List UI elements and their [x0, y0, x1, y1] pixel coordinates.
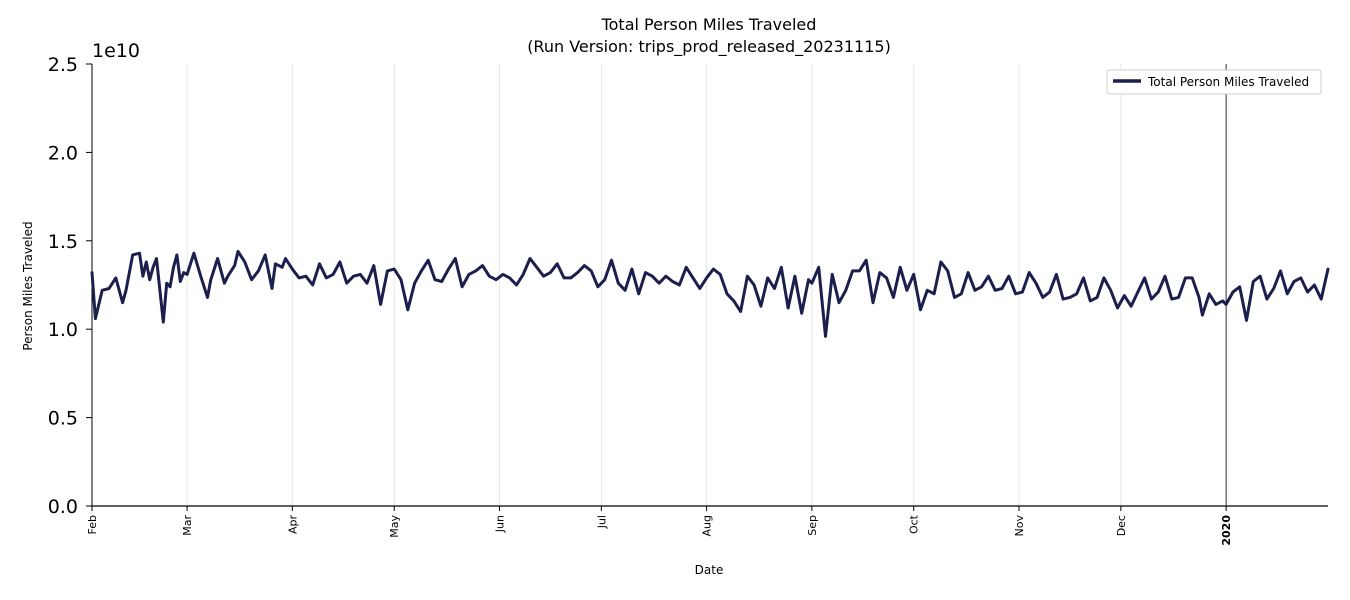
x-tick-label: Oct [908, 514, 921, 534]
grid [91, 64, 1227, 506]
legend-label: Total Person Miles Traveled [1147, 75, 1309, 89]
y-tick-label: 1.0 [48, 319, 78, 341]
x-tick-label: May [388, 515, 401, 538]
series-line [90, 249, 1330, 338]
x-tick-label: Nov [1013, 515, 1026, 537]
y-axis-ticks: 0.0 0.5 1.0 1.5 2.0 2.5 [48, 54, 92, 518]
x-tick-label: 2020 [1220, 515, 1233, 546]
x-tick-label: Dec [1115, 515, 1128, 536]
x-tick-label: Mar [181, 515, 194, 536]
x-tick-label: Aug [701, 515, 714, 536]
y-axis-offset-label: 1e10 [92, 40, 140, 62]
x-tick-label: Apr [286, 515, 299, 535]
legend: Total Person Miles Traveled [1106, 69, 1322, 95]
x-axis-label: Date [695, 563, 724, 577]
x-tick-label: Jun [493, 515, 506, 533]
x-axis-ticks: Feb Mar Apr May Jun Jul Aug Sep Oct Nov Dec 2020 [86, 506, 1233, 546]
y-tick-label: 2.0 [48, 142, 78, 164]
chart-title: Total Person Miles Traveled [601, 15, 817, 34]
x-tick-label: Sep [806, 515, 819, 536]
chart-subtitle: (Run Version: trips_prod_released_202311… [527, 37, 891, 57]
y-axis-label: Person Miles Traveled [21, 221, 35, 350]
legend-box [1106, 69, 1322, 95]
y-tick-label: 0.5 [48, 408, 78, 430]
x-tick-label: Feb [86, 515, 99, 534]
y-tick-label: 1.5 [48, 231, 78, 253]
y-tick-label: 2.5 [48, 54, 78, 76]
y-tick-label: 0.0 [48, 496, 78, 518]
x-tick-label: Jul [595, 515, 608, 529]
